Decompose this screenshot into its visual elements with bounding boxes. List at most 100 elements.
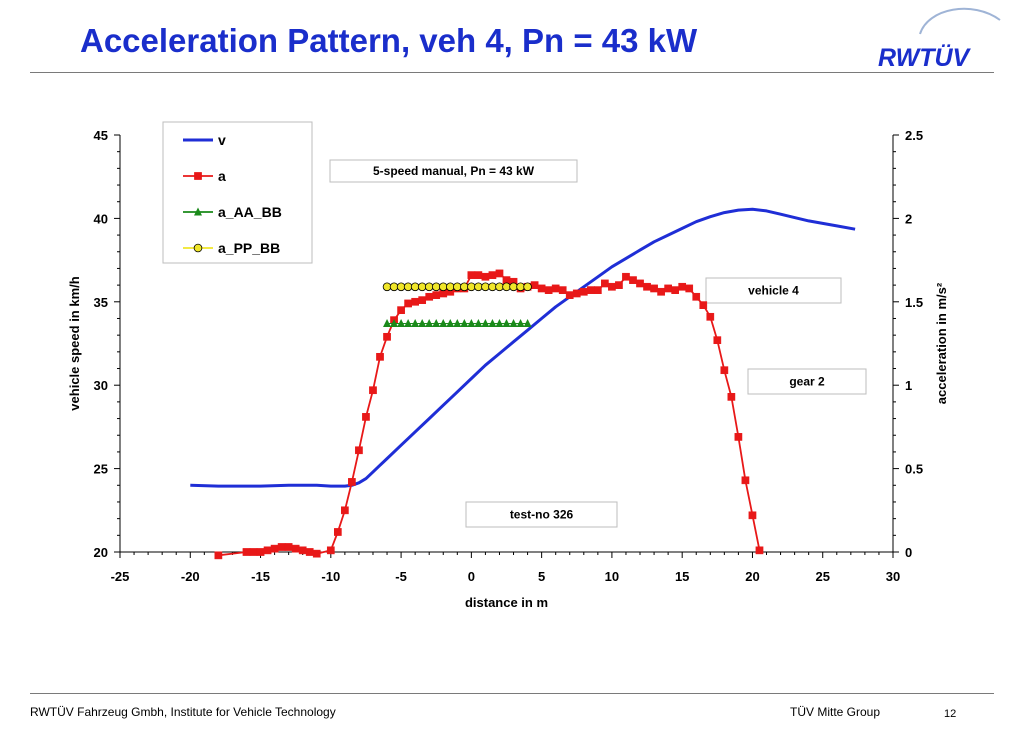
legend-entry-a: a [183,168,226,184]
x-tick-label: -5 [395,569,407,584]
data-point [383,318,392,327]
data-point [193,243,203,253]
y-axis-label: vehicle speed in km/h [67,276,82,410]
data-point [558,286,567,294]
data-point [467,318,476,327]
data-point [601,279,609,288]
footer-group: TÜV Mitte Group [790,705,881,719]
footer-institute: RWTÜV Fahrzeug Gmbh, Institute for Vehic… [30,705,336,719]
data-point [544,286,553,294]
data-point [551,284,560,293]
data-point [706,312,715,321]
data-point [397,306,405,314]
data-point [194,207,202,216]
data-point [355,446,363,455]
annotation-gear-box [747,368,867,395]
data-point [326,546,335,555]
data-point [256,548,265,556]
chart-legend: v a a_AA_BB a_PP_BB [162,121,313,264]
data-point [312,549,321,558]
x-tick-label: -15 [251,569,270,584]
rwtuev-logo: RWTÜV [878,7,1001,72]
data-point [362,413,370,421]
data-point [418,318,427,327]
y-tick-label: 35 [94,295,108,310]
data-point [249,548,258,556]
data-point [432,291,441,299]
x-tick-label: 10 [605,569,619,584]
y2-tick-label: 1.5 [905,295,923,310]
data-point [390,318,399,327]
data-point [741,476,750,485]
y2-tick-label: 0 [905,545,912,560]
data-point [572,289,581,298]
series-markers-a_PP_BB [382,282,532,292]
data-point [432,318,441,327]
data-point [516,318,525,327]
data-point [333,528,342,536]
annotation-vehicle-box [705,277,842,304]
data-point [383,332,391,341]
data-point [727,393,736,401]
data-point [291,544,300,553]
y-tick-label: 30 [94,378,108,393]
data-point [411,318,420,327]
data-point [594,286,602,294]
data-point [214,551,223,560]
data-point [277,543,286,551]
logo-text: RWTÜV [878,43,972,72]
x-tick-label: 30 [886,569,900,584]
data-point [284,543,293,551]
data-point [664,284,672,293]
data-point [481,318,490,327]
x-tick-label: 25 [815,569,829,584]
data-point [608,282,616,291]
x-tick-label: -20 [181,569,200,584]
data-point [699,301,708,309]
chart-annotations: 5-speed manual, Pn = 43 kW vehicle 4 gear … [329,159,867,528]
legend-entry-a_AA_BB: a_AA_BB [183,204,282,220]
data-point [530,281,539,289]
y2-tick-label: 0.5 [905,462,923,477]
data-point [685,284,694,293]
data-point [643,282,651,291]
legend-label: v [218,132,226,148]
data-point [495,269,504,278]
x-tick-label: 15 [675,569,689,584]
legend-entry-v: v [183,132,226,148]
data-point [474,318,483,327]
data-point [270,544,279,553]
data-point [376,352,384,361]
data-point [425,292,434,301]
x-tick-label: -10 [321,569,340,584]
data-point [488,318,497,327]
data-point [615,281,623,289]
data-point [467,271,476,279]
data-point [404,318,413,327]
x-tick-label: -25 [111,569,130,584]
legend-label: a_PP_BB [218,240,280,256]
legend-box [162,121,313,264]
data-point [622,272,630,281]
y2-tick-label: 2.5 [905,128,923,143]
data-point [523,318,532,327]
y-tick-label: 40 [94,211,108,226]
annotation-test-no: test-no 326 [510,508,574,522]
y-tick-label: 20 [94,545,108,560]
chart-series [190,207,856,560]
data-point [502,318,511,327]
data-point [748,511,757,520]
data-point [460,318,469,327]
data-point [720,366,729,375]
data-point [418,296,427,304]
data-point [537,284,546,293]
data-point [474,271,483,279]
data-point [629,276,637,284]
annotation-transmission-box [329,159,578,183]
data-point [523,282,532,292]
annotation-test-no-box [465,501,618,528]
x-axis-label: distance in m [465,595,548,610]
data-point [446,318,455,327]
data-point [495,318,504,327]
data-point [263,546,272,555]
